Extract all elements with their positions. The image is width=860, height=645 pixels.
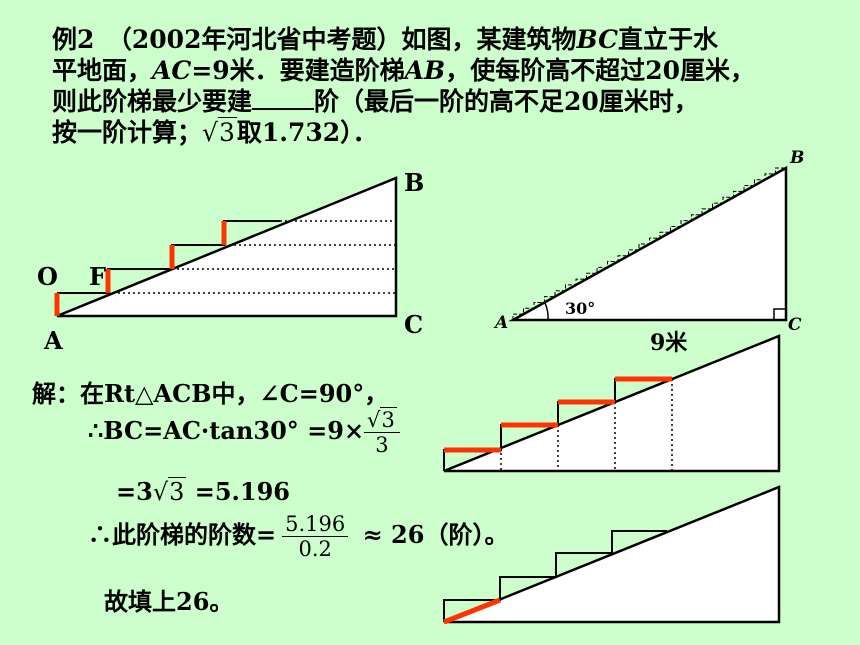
figure-right [508,165,788,322]
solution-line-3: =3√3 =5.196 [116,477,291,506]
problem-line-2: 平地面，AC=9米．要建造阶梯AB，使每阶高不超过20厘米， [52,56,755,85]
problem-line-1: 例2 （2002年河北省中考题）如图，某建筑物BC直立于水 [52,25,718,54]
label-right-C: C [788,315,802,335]
angle-arc [544,302,549,321]
label-B: B [404,168,425,197]
base-length-label: 9米 [650,330,688,356]
solution-line-1: 解：在Rt△ACB中，∠C=90°， [32,379,389,408]
left-triangle [56,176,398,318]
angle-label: 30° [565,299,596,318]
label-O: O [37,262,58,291]
label-A: A [44,326,63,355]
answer-blank [252,86,315,110]
triangle-2 [443,485,781,624]
solution-line-5: 故填上26。 [104,587,234,616]
problem-statement: 例2 （2002年河北省中考题）如图，某建筑物BC直立于水 平地面，AC=9米．… [52,24,842,148]
sqrt-3-result: √3 [152,477,187,506]
fraction-steps: 5.196 0.2 [282,512,349,561]
label-C: C [404,310,424,339]
problem-line-4: 按一阶计算；√3取1.732）． [52,117,378,147]
problem-line-3: 则此阶梯最少要建 阶（最后一阶的高不足20厘米时， [52,86,699,116]
fraction-sqrt3-over-3: √3 3 [364,407,400,457]
solution-line-2: ∴BC=AC·tan30° =9× √3 3 [88,407,400,457]
solution-line-4: ∴此阶梯的阶数= 5.196 0.2 ≈ 26（阶）。 [88,512,509,561]
figure-left [54,176,398,318]
sqrt-3: √3 [202,117,237,147]
red-hypotenuse-segment [443,597,501,625]
figure-stairs-1 [443,334,781,473]
stairs-2 [443,530,667,622]
right-angle-mark [773,308,786,320]
label-right-B: B [790,148,805,168]
figure-stairs-2 [443,485,781,625]
right-stairs [512,167,786,320]
label-right-A: A [495,313,509,333]
label-F: F [89,262,107,291]
